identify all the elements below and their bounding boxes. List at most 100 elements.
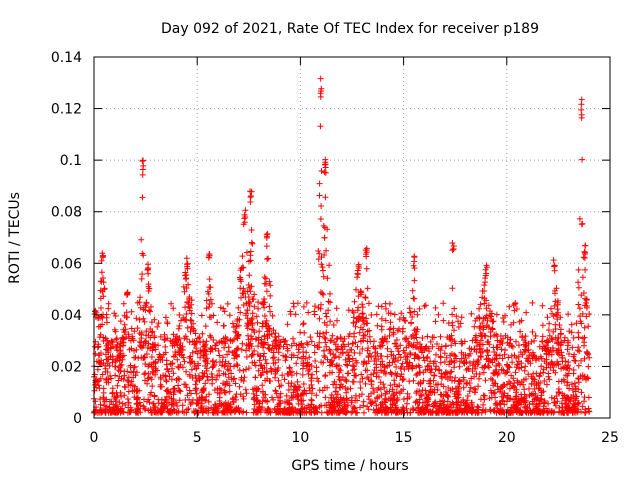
data-point [545, 327, 552, 333]
data-point [399, 360, 406, 367]
data-point [340, 395, 347, 402]
data-point [577, 318, 584, 325]
data-point [238, 346, 245, 353]
data-point [395, 348, 402, 355]
data-point [586, 408, 593, 415]
data-point [445, 320, 452, 327]
data-point [438, 391, 445, 398]
data-point [373, 369, 380, 376]
data-point [113, 345, 120, 351]
data-point [181, 358, 188, 365]
data-point [143, 332, 150, 339]
data-point [246, 317, 253, 324]
data-point [345, 333, 352, 340]
data-point [390, 331, 397, 338]
data-point [125, 374, 132, 381]
data-point [94, 366, 101, 373]
data-point [305, 371, 312, 377]
data-point [334, 317, 340, 324]
data-point [205, 290, 212, 297]
data-point [460, 376, 467, 383]
data-point [518, 409, 525, 416]
data-point [237, 274, 244, 281]
data-point [387, 406, 394, 413]
data-point [138, 339, 145, 346]
data-point [464, 380, 471, 386]
data-point [226, 388, 233, 395]
data-point [105, 340, 112, 347]
data-point [444, 370, 451, 377]
data-point [437, 347, 444, 354]
data-point [581, 394, 588, 401]
data-point [100, 293, 107, 300]
data-point [476, 325, 483, 331]
data-point [362, 332, 369, 338]
data-point [413, 372, 420, 379]
data-point [276, 342, 282, 349]
data-point [253, 387, 260, 394]
data-point [260, 320, 267, 327]
data-point [112, 402, 119, 408]
data-point [468, 310, 475, 317]
data-point [521, 386, 528, 393]
data-point [513, 389, 519, 396]
data-point [483, 305, 490, 312]
data-point [187, 401, 194, 408]
data-point [148, 354, 155, 360]
data-point [264, 230, 271, 237]
data-point [134, 387, 141, 394]
data-point [209, 346, 216, 353]
data-point [548, 305, 554, 312]
data-point [145, 281, 152, 288]
data-point [176, 347, 183, 354]
data-point [256, 328, 263, 335]
data-point [570, 334, 577, 341]
data-point [277, 390, 284, 397]
data-point [174, 403, 181, 409]
data-point [563, 397, 570, 404]
data-point [516, 342, 522, 349]
data-point [251, 359, 258, 366]
data-point [482, 275, 489, 282]
data-point [511, 352, 518, 359]
data-point [138, 331, 145, 338]
data-point [392, 402, 399, 409]
data-point [313, 392, 320, 399]
data-point [195, 400, 202, 407]
data-point [571, 401, 578, 408]
data-point [229, 338, 236, 345]
data-point [575, 376, 582, 382]
data-point [392, 340, 399, 347]
data-point [508, 352, 515, 359]
data-point [483, 270, 490, 277]
data-point [275, 349, 282, 356]
data-point [242, 214, 249, 220]
data-point [114, 382, 121, 389]
data-point [378, 339, 385, 346]
data-point [464, 393, 471, 399]
data-point [110, 343, 116, 350]
data-point [142, 370, 149, 377]
data-point [430, 402, 437, 409]
data-point [202, 362, 209, 369]
data-point [483, 264, 490, 271]
data-point [362, 380, 369, 387]
data-point [321, 347, 328, 354]
data-point [501, 351, 508, 358]
data-point [272, 334, 278, 340]
data-point [327, 337, 334, 344]
data-point [553, 362, 560, 369]
data-point [514, 404, 521, 411]
data-point [229, 349, 236, 356]
data-point [323, 313, 330, 320]
data-point [537, 387, 544, 394]
data-point [478, 332, 485, 339]
data-point [364, 403, 371, 410]
data-point [583, 304, 590, 311]
data-point [122, 326, 129, 333]
data-point [222, 371, 229, 378]
data-point [479, 320, 486, 326]
data-point [214, 319, 221, 326]
data-point [468, 399, 475, 406]
data-point [521, 404, 528, 411]
